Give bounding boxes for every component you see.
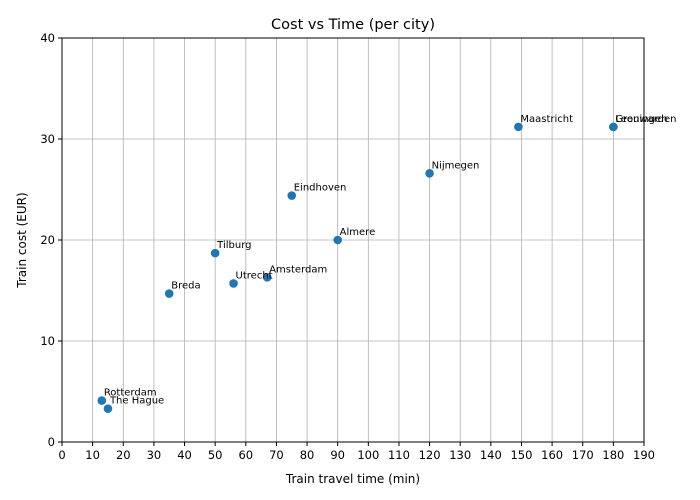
x-tick-label: 100 [357,448,379,462]
data-point [333,235,342,245]
plot-frame [61,37,645,443]
x-tick-label: 130 [449,448,471,462]
x-tick-label: 160 [541,448,563,462]
y-tick-label: 10 [40,334,55,348]
data-point-label: The Hague [109,396,164,407]
x-tick-label: 30 [147,448,162,462]
data-point [287,191,297,200]
x-tick-label: 0 [58,448,65,462]
y-tick-label: 20 [40,233,55,247]
data-point-label: Groningen [615,114,667,125]
x-tick-label: 180 [602,448,624,462]
x-tick-label: 10 [85,448,100,462]
data-point [425,169,434,178]
x-tick-label: 120 [419,448,441,462]
x-tick-label: 40 [177,448,192,462]
x-tick-label: 20 [116,448,131,462]
x-tick-label: 90 [330,448,345,462]
data-point [514,122,523,132]
x-tick-label: 110 [388,448,410,462]
data-point [609,122,618,132]
data-point-label: Leeuwarden [615,114,676,125]
data-point-label: Nijmegen [432,160,480,171]
x-tick-label: 60 [238,448,253,462]
x-tick-label: 190 [633,448,655,462]
data-point-label: Utrecht [236,270,273,281]
data-point [164,289,174,298]
x-axis-label: Train travel time (min) [285,472,420,486]
x-tick-label: 70 [269,448,284,462]
data-point [229,279,238,288]
data-point [210,248,220,258]
y-tick-label: 0 [48,435,55,449]
axis-ticks: 0 10 20 30 40 50 60 70 80 90 100 110 120 130 140 150 160… [40,31,655,462]
data-point-label: Eindhoven [294,183,347,194]
x-tick-label: 50 [208,448,223,462]
x-tick-label: 170 [572,448,594,462]
data-point-label: Amsterdam [269,264,327,275]
grid-lines [61,37,645,443]
x-tick-label: 140 [480,448,502,462]
data-point [103,404,113,413]
data-point-label: Maastricht [520,114,573,125]
y-tick-label: 40 [40,31,55,45]
x-tick-label: 80 [300,448,315,462]
x-tick-label: 150 [510,448,532,462]
data-point-label: Rotterdam [104,388,157,399]
data-point [97,396,107,405]
data-points [97,122,618,413]
data-point-label: Tilburg [216,240,251,251]
data-point-label: Almere [340,227,376,238]
chart-title: Cost vs Time (per city) [271,17,435,33]
y-tick-label: 30 [40,132,55,146]
y-axis-label: Train cost (EUR) [15,192,29,288]
data-point [262,273,272,282]
data-point-label: Breda [171,281,200,292]
